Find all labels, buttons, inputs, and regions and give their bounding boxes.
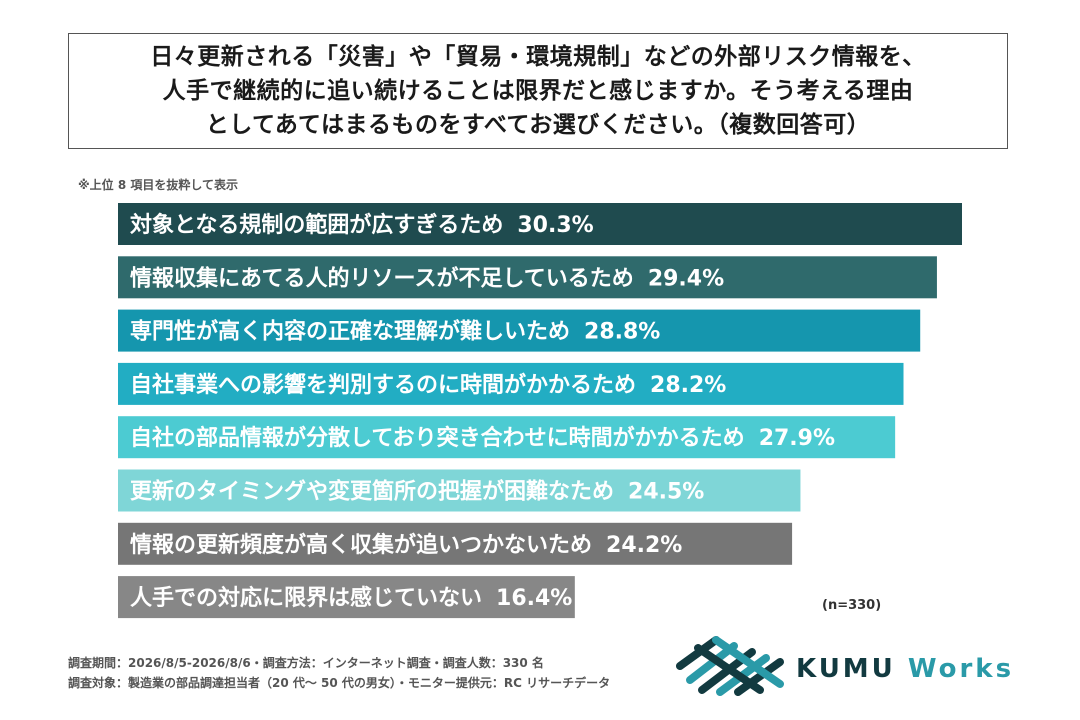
bar-5 <box>118 416 896 459</box>
bar-value-1: 30.3% <box>517 213 593 238</box>
bar-6 <box>118 469 801 512</box>
bar-label-7: 情報の更新頻度が高く収集が追いつかないため 24.2% <box>130 532 682 558</box>
bar-category-7: 情報の更新頻度が高く収集が追いつかないため <box>130 532 592 558</box>
question-box: 日々更新される「災害」や「貿易・環境規制」などの外部リスク情報を、 人手で継続的… <box>68 33 1008 149</box>
bar-2 <box>118 256 937 299</box>
bar-label-4: 自社事業への影響を判別するのに時間がかかるため 28.2% <box>130 372 726 398</box>
bar-category-3: 専門性が高く内容の正確な理解が難しいため <box>130 319 570 345</box>
excerpt-note: ※上位 8 項目を抜粋して表示 <box>78 178 239 192</box>
bar-category-2: 情報収集にあてる人的リソースが不足しているため <box>130 265 634 291</box>
sample-size-label: (n=330) <box>822 598 882 613</box>
logo-wordmark: KUMU Works <box>796 654 1014 684</box>
bar-3 <box>118 309 921 352</box>
bar-category-4: 自社事業への影響を判別するのに時間がかかるため <box>130 372 636 398</box>
bar-7 <box>118 522 793 565</box>
bar-label-6: 更新のタイミングや変更箇所の把握が困難なため 24.5% <box>130 479 704 505</box>
logo-brand-primary: KUMU <box>796 654 896 684</box>
bar-1 <box>118 203 962 245</box>
bar-label-3: 専門性が高く内容の正確な理解が難しいため 28.8% <box>130 319 660 345</box>
bar-value-7: 24.2% <box>606 533 682 558</box>
bar-8 <box>118 576 575 619</box>
logo-brand-secondary: Works <box>907 654 1015 684</box>
bar-value-3: 28.8% <box>584 320 660 345</box>
bar-4 <box>118 362 904 405</box>
bar-category-1: 対象となる規制の範囲が広すぎるため <box>130 212 503 238</box>
bar-category-8: 人手での対応に限界は感じていない <box>130 585 482 611</box>
bar-value-2: 29.4% <box>648 266 724 291</box>
question-line-1: 日々更新される「災害」や「貿易・環境規制」などの外部リスク情報を、 <box>150 44 926 70</box>
bar-value-8: 16.4% <box>496 586 572 611</box>
bar-label-2: 情報収集にあてる人的リソースが不足しているため 29.4% <box>130 265 724 291</box>
question-line-3: としてあてはまるものをすべてお選びください。（複数回答可） <box>205 112 871 138</box>
bar-value-5: 27.9% <box>759 426 835 451</box>
bar-value-4: 28.2% <box>650 373 726 398</box>
kumu-works-logo-icon <box>676 636 784 696</box>
bar-value-6: 24.5% <box>628 480 704 505</box>
bar-category-5: 自社の部品情報が分散しており突き合わせに時間がかかるため <box>130 425 745 451</box>
survey-target-text: 調査対象：製造業の部品調達担当者（20 代～ 50 代の男女）・モニター提供元：… <box>68 676 611 690</box>
bar-label-8: 人手での対応に限界は感じていない 16.4% <box>130 585 572 611</box>
bar-category-6: 更新のタイミングや変更箇所の把握が困難なため <box>130 479 614 505</box>
bar-label-5: 自社の部品情報が分散しており突き合わせに時間がかかるため 27.9% <box>130 425 835 451</box>
bar-label-1: 対象となる規制の範囲が広すぎるため 30.3% <box>130 212 594 238</box>
question-line-2: 人手で継続的に追い続けることは限界だと感じますか。そう考える理由 <box>162 78 914 104</box>
survey-period-text: 調査期間：2026/8/5-2026/8/6・調査方法：インターネット調査・調査… <box>68 656 544 670</box>
